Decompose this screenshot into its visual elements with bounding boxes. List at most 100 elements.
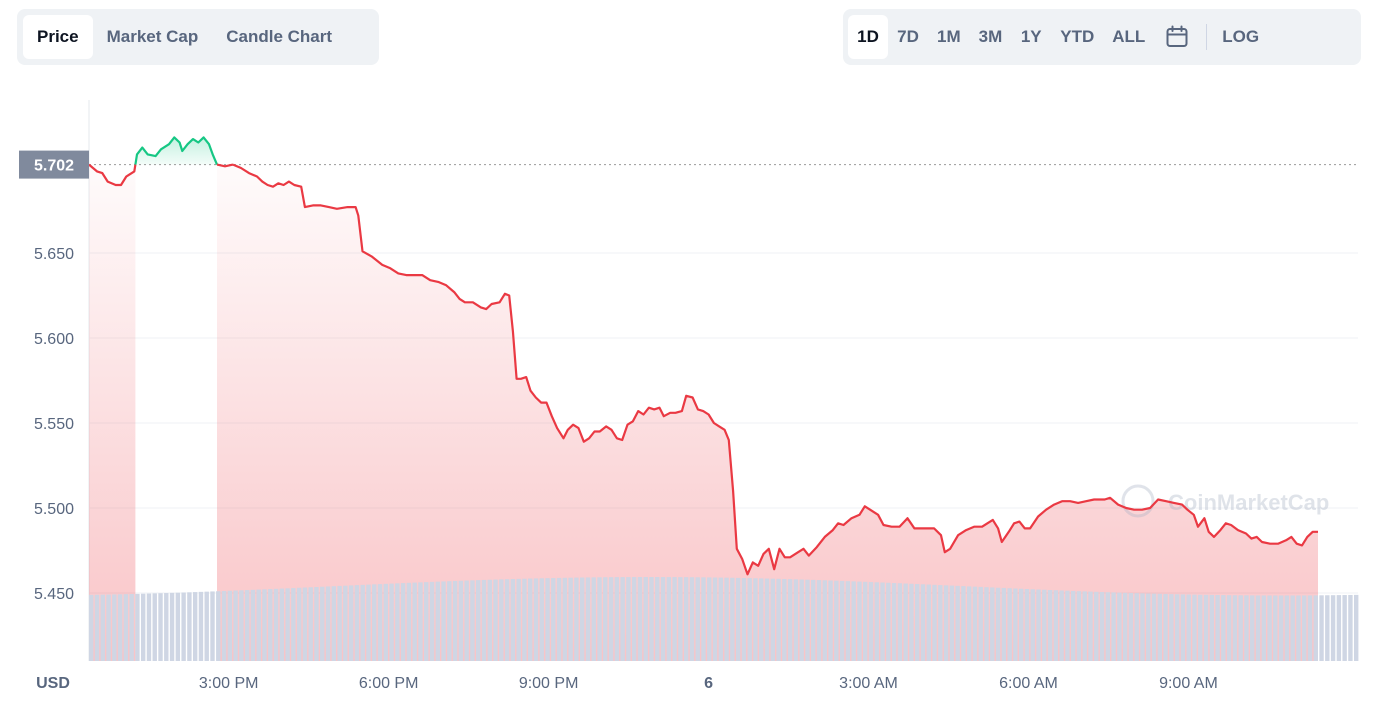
volume-bar [1284, 595, 1290, 661]
volume-bar [1059, 590, 1064, 661]
volume-bar [551, 578, 556, 661]
tab-market-cap[interactable]: Market Cap [106, 27, 199, 46]
volume-bar [655, 577, 660, 661]
volume-bar [1094, 591, 1099, 661]
volume-bar [1070, 590, 1076, 661]
tab-candle-chart[interactable]: Candle Chart [226, 27, 333, 46]
price-line-up [134, 136, 219, 166]
volume-bar [285, 588, 290, 661]
volume-bar [527, 578, 533, 661]
y-tick-label: 5.650 [34, 246, 74, 263]
volume-bar [851, 581, 856, 661]
range-1y-button[interactable]: 1Y [1020, 27, 1042, 46]
volume-bar [1226, 595, 1232, 661]
volume-bar [816, 580, 822, 661]
volume-bar [1134, 593, 1139, 661]
volume-bar [545, 578, 550, 661]
volume-bar [978, 586, 983, 661]
volume-bar [476, 580, 481, 661]
volume-bar [487, 579, 492, 661]
volume-bar [244, 590, 250, 661]
watermark-logo-icon [1121, 484, 1155, 518]
volume-bar [302, 587, 308, 661]
volume-bar [995, 587, 1001, 661]
volume-bar [776, 578, 781, 661]
volume-bar [961, 586, 966, 661]
volume-bar [724, 577, 729, 661]
y-tick-label: 5.450 [34, 586, 74, 603]
down-area-fill [89, 164, 136, 661]
volume-bar [1255, 595, 1261, 661]
volume-bar [1082, 591, 1087, 661]
volume-bar [701, 577, 706, 661]
range-ytd-button[interactable]: YTD [1060, 27, 1095, 46]
y-axis: 5.650 5.600 5.550 5.500 5.450 [34, 246, 74, 603]
volume-bar [1180, 594, 1186, 661]
volume-bar [949, 585, 955, 661]
volume-bar [689, 577, 695, 661]
volume-bar [210, 591, 215, 661]
volume-bar [464, 580, 469, 661]
volume-bar [1273, 595, 1278, 661]
volume-bar [770, 578, 775, 661]
volume-bar [175, 592, 181, 661]
volume-bar [308, 587, 313, 661]
date-picker-button[interactable] [1154, 15, 1200, 59]
volume-bar [216, 591, 221, 661]
volume-bar [1013, 588, 1018, 661]
volume-bar [458, 580, 464, 661]
x-tick-label: 6 [704, 675, 713, 692]
volume-bar [1047, 589, 1053, 661]
volume-bar [1065, 590, 1070, 661]
volume-bar [891, 583, 897, 661]
volume-bar [516, 578, 521, 661]
volume-bar [435, 581, 440, 661]
down-area-fill [217, 164, 233, 661]
volume-bar [868, 582, 874, 661]
range-all-button[interactable]: ALL [1112, 27, 1146, 46]
volume-bar [1221, 595, 1226, 661]
y-tick-label: 5.600 [34, 331, 74, 348]
volume-bar [1088, 591, 1093, 661]
chart-type-tabs: Price Market Cap Candle Chart [17, 9, 379, 65]
tab-price[interactable]: Price [23, 15, 93, 59]
volume-bar [296, 587, 302, 661]
volume-bar [1036, 589, 1041, 661]
volume-bar [562, 577, 568, 661]
volume-bar [984, 587, 989, 661]
volume-bar [1198, 594, 1203, 661]
volume-bar [325, 586, 331, 661]
volume-bar [1111, 592, 1116, 661]
volume-bar [360, 584, 365, 661]
volume-bar [418, 582, 423, 661]
log-scale-toggle[interactable]: LOG [1222, 27, 1260, 46]
volume-bar [1325, 595, 1330, 661]
range-1m-button[interactable]: 1M [937, 27, 961, 46]
volume-bar [966, 586, 972, 661]
volume-bar [1169, 594, 1174, 661]
range-1d-button[interactable]: 1D [848, 15, 888, 59]
volume-bar [522, 578, 527, 661]
volume-bar [643, 577, 648, 661]
volume-bar [129, 594, 134, 661]
volume-bar [1354, 594, 1359, 661]
volume-bar [123, 594, 129, 661]
volume-bar [533, 578, 539, 661]
volume-bar [811, 579, 816, 661]
volume-bar [539, 578, 544, 661]
volume-bar [764, 578, 770, 661]
x-tick-label: 6:00 AM [999, 675, 1058, 692]
volume-bar [857, 581, 862, 661]
volume-bar [233, 590, 238, 661]
range-3m-button[interactable]: 3M [978, 27, 1003, 46]
range-7d-button[interactable]: 7D [897, 27, 919, 46]
baseline-tag [19, 150, 89, 179]
volume-bar [441, 581, 446, 661]
volume-bar [112, 594, 117, 661]
volume-bar [1348, 594, 1353, 661]
volume-bar [805, 579, 810, 661]
volume-bar [556, 577, 562, 661]
volume-bar [753, 578, 758, 661]
volume-bar [117, 594, 123, 661]
y-tick-label: 5.500 [34, 501, 74, 518]
